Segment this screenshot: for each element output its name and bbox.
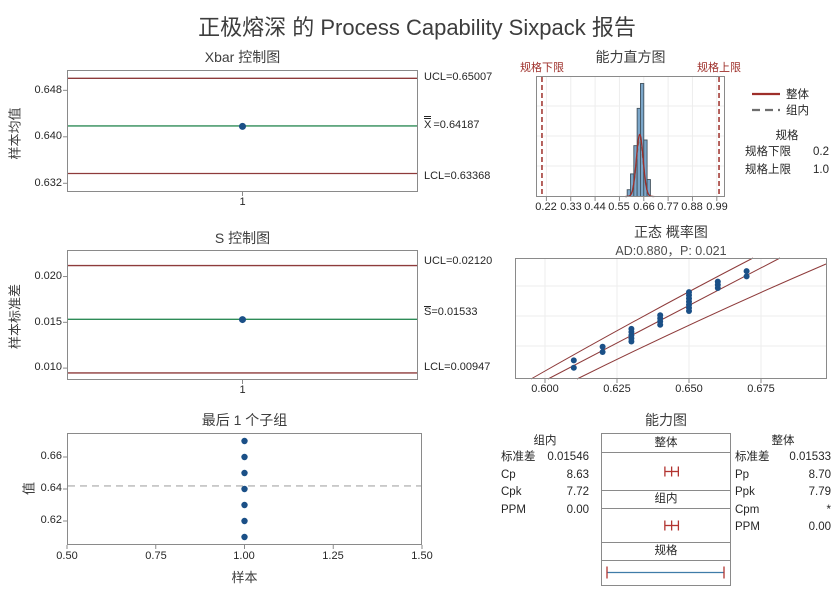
histogram-x-tick: 0.66	[633, 201, 655, 213]
overall-stats-table: 整体 标准差 0.01533 Pp 8.70 Ppk 7.79 Cpm * PPM 0.0…	[735, 433, 831, 537]
overall-interval	[664, 466, 679, 477]
probability-x-tick: 0.650	[675, 383, 703, 395]
last-x-tick: 1.50	[411, 550, 433, 562]
within-stats-table: 组内 标准差 0.01546 Cp 8.63 Cpk 7.72 PPM 0.00	[501, 433, 589, 519]
xbar-chart-title: Xbar 控制图	[204, 49, 281, 65]
s-chart-title: S 控制图	[214, 230, 271, 246]
xbar-lcl-label: LCL=0.63368	[424, 170, 491, 182]
capability-title: 能力图	[645, 412, 687, 428]
capability-section-within: 组内	[602, 490, 730, 509]
s-plot-area	[63, 250, 418, 384]
xbar-y-tick: 0.632	[34, 177, 62, 189]
probability-x-tick: 0.675	[747, 383, 775, 395]
stat-row: Cpm *	[735, 503, 831, 516]
legend-solid-line-icon	[752, 92, 780, 96]
histogram-usl-label: 规格上限	[697, 62, 741, 74]
capability-section-overall: 整体	[602, 434, 730, 453]
probability-x-tick: 0.600	[531, 383, 559, 395]
last-x-tick: 0.75	[145, 550, 167, 562]
xbar-ucl-label: UCL=0.65007	[424, 71, 493, 83]
xbar-plot-area	[63, 70, 418, 196]
xbar-y-tick: 0.648	[34, 84, 62, 96]
stat-row: Pp 8.70	[735, 468, 831, 481]
last-y-tick: 0.64	[40, 482, 62, 494]
histogram-plot-area	[536, 76, 725, 201]
probability-subtitle: AD:0.880，P: 0.021	[615, 244, 727, 258]
spec-table: 规格 规格下限 0.2 规格上限 1.0	[745, 128, 829, 179]
last-subgroup-plot-area	[63, 433, 423, 549]
probability-x-tick: 0.625	[603, 383, 631, 395]
s-y-tick: 0.020	[34, 270, 62, 282]
s-x-tick: 1	[239, 384, 246, 396]
last-y-tick: 0.62	[40, 514, 62, 526]
stat-row: Cp 8.63	[501, 468, 589, 481]
histogram-legend: 整体 组内	[752, 86, 809, 118]
xbar-center-label: X =0.64187	[424, 116, 480, 132]
histogram-x-tick: 0.55	[608, 201, 630, 213]
last-x-tick: 1.25	[322, 550, 344, 562]
s-center-label: S=0.01533	[424, 306, 478, 318]
xbar-y-tick: 0.640	[34, 130, 62, 142]
legend-item-overall: 整体	[752, 86, 809, 102]
last-subgroup-title: 最后 1 个子组	[201, 412, 288, 428]
stat-row: PPM 0.00	[501, 503, 589, 516]
histogram-title: 能力直方图	[595, 49, 666, 65]
within-stats-header: 组内	[533, 435, 557, 447]
xbar-y-axis-label: 样本均值	[7, 107, 23, 160]
specs-interval	[606, 566, 725, 579]
report-title: 正极熔深 的 Process Capability Sixpack 报告	[198, 15, 636, 40]
last-x-tick: 1.00	[233, 550, 255, 562]
last-y-tick: 0.66	[40, 450, 62, 462]
s-lcl-label: LCL=0.00947	[424, 361, 491, 373]
s-y-axis-label: 样本标准差	[7, 284, 23, 350]
last-x-axis-label: 样本	[231, 570, 258, 585]
stat-row: 标准差 0.01533	[735, 451, 831, 463]
last-x-tick: 0.50	[56, 550, 78, 562]
capability-interval-box: 整体 组内 规格	[601, 433, 731, 586]
spec-row-usl: 规格上限 1.0	[745, 163, 829, 176]
capability-section-specs: 规格	[602, 542, 730, 561]
histogram-x-tick: 0.33	[560, 201, 582, 213]
stat-row: 标准差 0.01546	[501, 451, 589, 463]
histogram-x-tick: 0.88	[681, 201, 703, 213]
histogram-x-tick: 0.44	[584, 201, 606, 213]
spec-row-lsl: 规格下限 0.2	[745, 146, 829, 158]
s-y-tick: 0.010	[34, 361, 62, 373]
stat-row: Ppk 7.79	[735, 486, 831, 498]
histogram-x-tick: 0.77	[657, 201, 679, 213]
overall-stats-header: 整体	[771, 435, 795, 447]
legend-item-within: 组内	[752, 102, 809, 118]
histogram-x-tick: 0.99	[706, 201, 728, 213]
legend-dashed-line-icon	[752, 108, 780, 112]
probability-plot-area	[515, 257, 827, 383]
histogram-lsl-label: 规格下限	[520, 62, 564, 74]
s-y-tick: 0.015	[34, 316, 62, 328]
stat-row: Cpk 7.72	[501, 486, 589, 498]
spec-table-header: 规格	[775, 130, 799, 142]
histogram-x-tick: 0.22	[535, 201, 557, 213]
s-ucl-label: UCL=0.02120	[424, 255, 493, 267]
probability-title: 正态 概率图	[634, 224, 708, 240]
within-interval	[664, 520, 680, 531]
stat-row: PPM 0.00	[735, 521, 831, 533]
xbar-x-tick: 1	[239, 196, 246, 208]
